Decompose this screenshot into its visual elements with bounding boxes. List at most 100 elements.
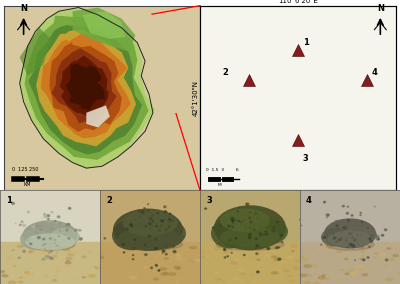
Ellipse shape [143, 263, 149, 266]
Ellipse shape [148, 235, 150, 237]
Ellipse shape [42, 244, 44, 245]
Ellipse shape [301, 258, 307, 260]
Ellipse shape [347, 227, 377, 244]
Ellipse shape [38, 237, 40, 239]
Ellipse shape [326, 239, 374, 250]
Ellipse shape [205, 208, 206, 209]
Text: N: N [377, 4, 384, 13]
Ellipse shape [150, 224, 151, 225]
Ellipse shape [123, 236, 125, 237]
Ellipse shape [158, 270, 160, 271]
Ellipse shape [360, 215, 361, 216]
Ellipse shape [114, 254, 118, 256]
Ellipse shape [0, 271, 5, 272]
Ellipse shape [51, 258, 53, 259]
Ellipse shape [40, 229, 41, 230]
Ellipse shape [54, 276, 57, 277]
Ellipse shape [49, 257, 52, 259]
Ellipse shape [52, 280, 56, 281]
Ellipse shape [55, 221, 57, 223]
Ellipse shape [300, 274, 307, 277]
Ellipse shape [160, 246, 166, 248]
Ellipse shape [352, 245, 355, 247]
Ellipse shape [234, 259, 239, 261]
Ellipse shape [15, 223, 16, 224]
Ellipse shape [238, 269, 243, 271]
Ellipse shape [377, 238, 380, 240]
Ellipse shape [397, 273, 400, 274]
Ellipse shape [12, 202, 14, 204]
Ellipse shape [304, 281, 310, 284]
Ellipse shape [23, 224, 26, 227]
Ellipse shape [332, 233, 334, 235]
Ellipse shape [56, 252, 58, 253]
Ellipse shape [82, 256, 86, 258]
Ellipse shape [346, 238, 347, 239]
Bar [200, 242, 300, 284]
Ellipse shape [387, 248, 391, 249]
Ellipse shape [235, 237, 237, 239]
Ellipse shape [128, 255, 133, 257]
Ellipse shape [318, 276, 325, 279]
Ellipse shape [40, 226, 43, 228]
Ellipse shape [63, 248, 70, 251]
Ellipse shape [158, 229, 161, 231]
Ellipse shape [176, 268, 180, 270]
Ellipse shape [168, 279, 175, 281]
Ellipse shape [284, 270, 289, 272]
Ellipse shape [35, 232, 36, 233]
Bar [100, 190, 200, 232]
Ellipse shape [362, 259, 365, 261]
Ellipse shape [232, 277, 239, 280]
Ellipse shape [126, 228, 128, 230]
Ellipse shape [65, 262, 71, 264]
Ellipse shape [276, 247, 278, 249]
Ellipse shape [264, 234, 265, 235]
Text: 0  1.5  3: 0 1.5 3 [206, 168, 224, 172]
Ellipse shape [348, 270, 353, 272]
Ellipse shape [190, 260, 194, 262]
Ellipse shape [351, 233, 352, 234]
Ellipse shape [51, 212, 53, 213]
Ellipse shape [54, 239, 56, 241]
Ellipse shape [272, 272, 278, 274]
Ellipse shape [49, 238, 52, 239]
Ellipse shape [273, 227, 275, 228]
Ellipse shape [141, 211, 144, 213]
Ellipse shape [156, 226, 157, 227]
Polygon shape [36, 29, 136, 147]
Ellipse shape [361, 251, 364, 252]
Ellipse shape [296, 260, 299, 262]
Ellipse shape [215, 247, 221, 250]
Ellipse shape [205, 256, 209, 258]
Ellipse shape [173, 250, 176, 253]
Ellipse shape [44, 214, 46, 215]
Ellipse shape [293, 265, 296, 266]
Ellipse shape [351, 237, 353, 239]
Ellipse shape [211, 218, 249, 248]
Polygon shape [73, 7, 135, 52]
Ellipse shape [135, 242, 136, 243]
Ellipse shape [369, 246, 370, 247]
Ellipse shape [350, 243, 352, 245]
Ellipse shape [130, 225, 133, 227]
Ellipse shape [249, 234, 251, 235]
Ellipse shape [232, 222, 234, 223]
Ellipse shape [68, 224, 69, 225]
Text: KM: KM [24, 181, 31, 187]
Ellipse shape [326, 217, 327, 218]
Ellipse shape [37, 233, 39, 234]
Ellipse shape [288, 256, 294, 259]
Ellipse shape [144, 208, 145, 209]
Ellipse shape [333, 237, 336, 239]
Ellipse shape [74, 251, 77, 252]
Ellipse shape [254, 213, 257, 214]
Ellipse shape [337, 250, 343, 252]
Ellipse shape [384, 229, 387, 231]
Ellipse shape [223, 282, 224, 283]
Ellipse shape [20, 224, 21, 225]
Ellipse shape [123, 252, 125, 253]
Ellipse shape [361, 221, 363, 222]
Bar [0, 190, 100, 232]
Ellipse shape [161, 225, 162, 226]
